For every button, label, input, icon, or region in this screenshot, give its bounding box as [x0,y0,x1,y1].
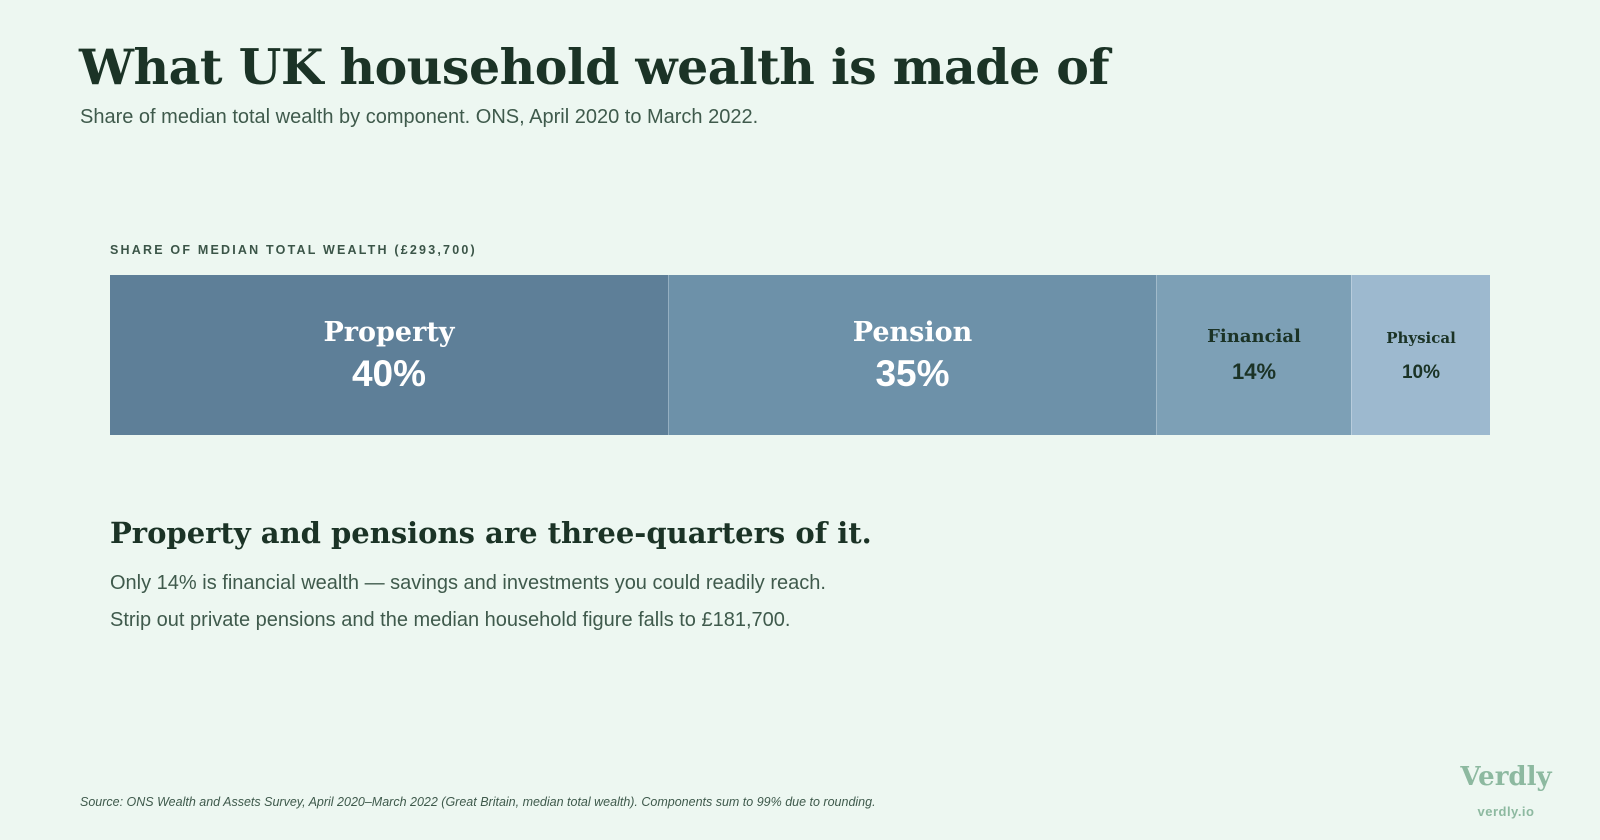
segment-label-pension: Pension [852,317,973,348]
segment-label-property: Property [323,317,455,348]
segment-label-financial: Financial [1207,326,1301,347]
bar-segment-pension: Pension 35% [668,275,1156,435]
takeaway-heading: Property and pensions are three-quarters… [110,516,872,550]
page-subtitle: Share of median total wealth by componen… [80,106,759,128]
bar-segment-physical: Physical 10% [1351,275,1490,435]
stacked-bar: Property 40% Pension 35% Financial 14% Physica… [110,275,1490,435]
page-title: What UK household wealth is made of [79,38,1110,96]
bar-segment-property: Property 40% [110,275,668,435]
brand-url: verdly.io [1477,804,1535,819]
brand-logo: Verdly [1460,762,1552,792]
segment-label-physical: Physical [1386,329,1456,347]
takeaway-line-2: Strip out private pensions and the media… [110,609,791,631]
segment-value-pension: 35% [875,353,950,394]
bar-segment-financial: Financial 14% [1156,275,1351,435]
takeaway-line-1: Only 14% is financial wealth — savings a… [110,572,826,594]
segment-value-physical: 10% [1401,362,1441,383]
source-note: Source: ONS Wealth and Assets Survey, Ap… [80,795,876,809]
segment-value-property: 40% [351,353,427,394]
bar-label: SHARE OF MEDIAN TOTAL WEALTH (£293,700) [110,243,477,257]
segment-value-financial: 14% [1231,359,1277,384]
